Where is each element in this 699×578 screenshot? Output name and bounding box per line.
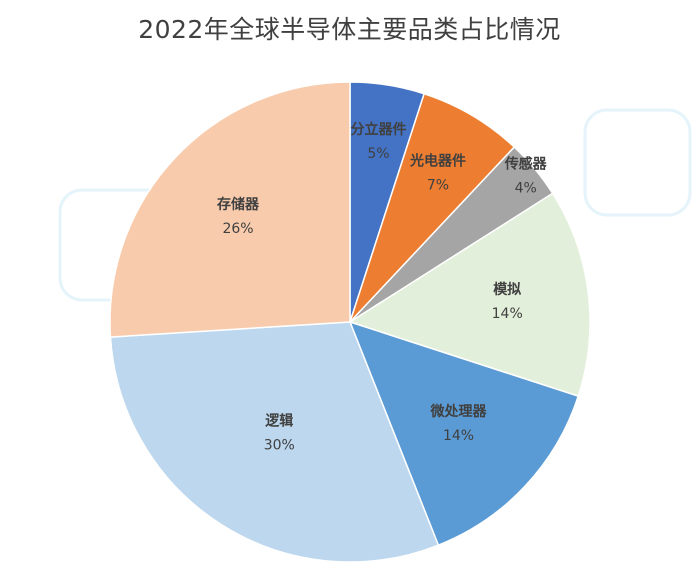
pie-labels: 分立器件 5% 光电器件 7% 传感器 4% 模拟 14% 微处理器 14% 逻辑 30% 存储器 26% [217,121,548,454]
slice-value-label: 5% [367,146,389,162]
slice-value-label: 30% [264,438,295,454]
slice-value-label: 26% [222,221,253,237]
slice-category-label: 传感器 [504,156,548,173]
slice-value-label: 14% [443,428,474,444]
pie-slices [109,81,591,563]
pie-slice-5 [348,320,580,547]
slice-category-label: 分立器件 [351,121,407,138]
chart-title: 2022年全球半导体主要品类占比情况 [138,15,561,44]
slice-value-label: 14% [492,306,523,322]
pie-slice-2 [349,92,516,323]
slice-value-label: 7% [427,177,449,193]
pie-slice-6 [109,321,440,563]
slice-category-label: 逻辑 [265,413,293,430]
watermark-logo-icon [583,108,692,217]
pie-slice-7 [109,81,351,338]
slice-category-label: 光电器件 [409,152,466,169]
slice-value-label: 4% [515,181,537,197]
slice-category-label: 模拟 [493,281,521,298]
slice-category-label: 存储器 [217,196,260,213]
pie-slice-4 [348,192,591,398]
slice-category-label: 微处理器 [430,403,488,420]
